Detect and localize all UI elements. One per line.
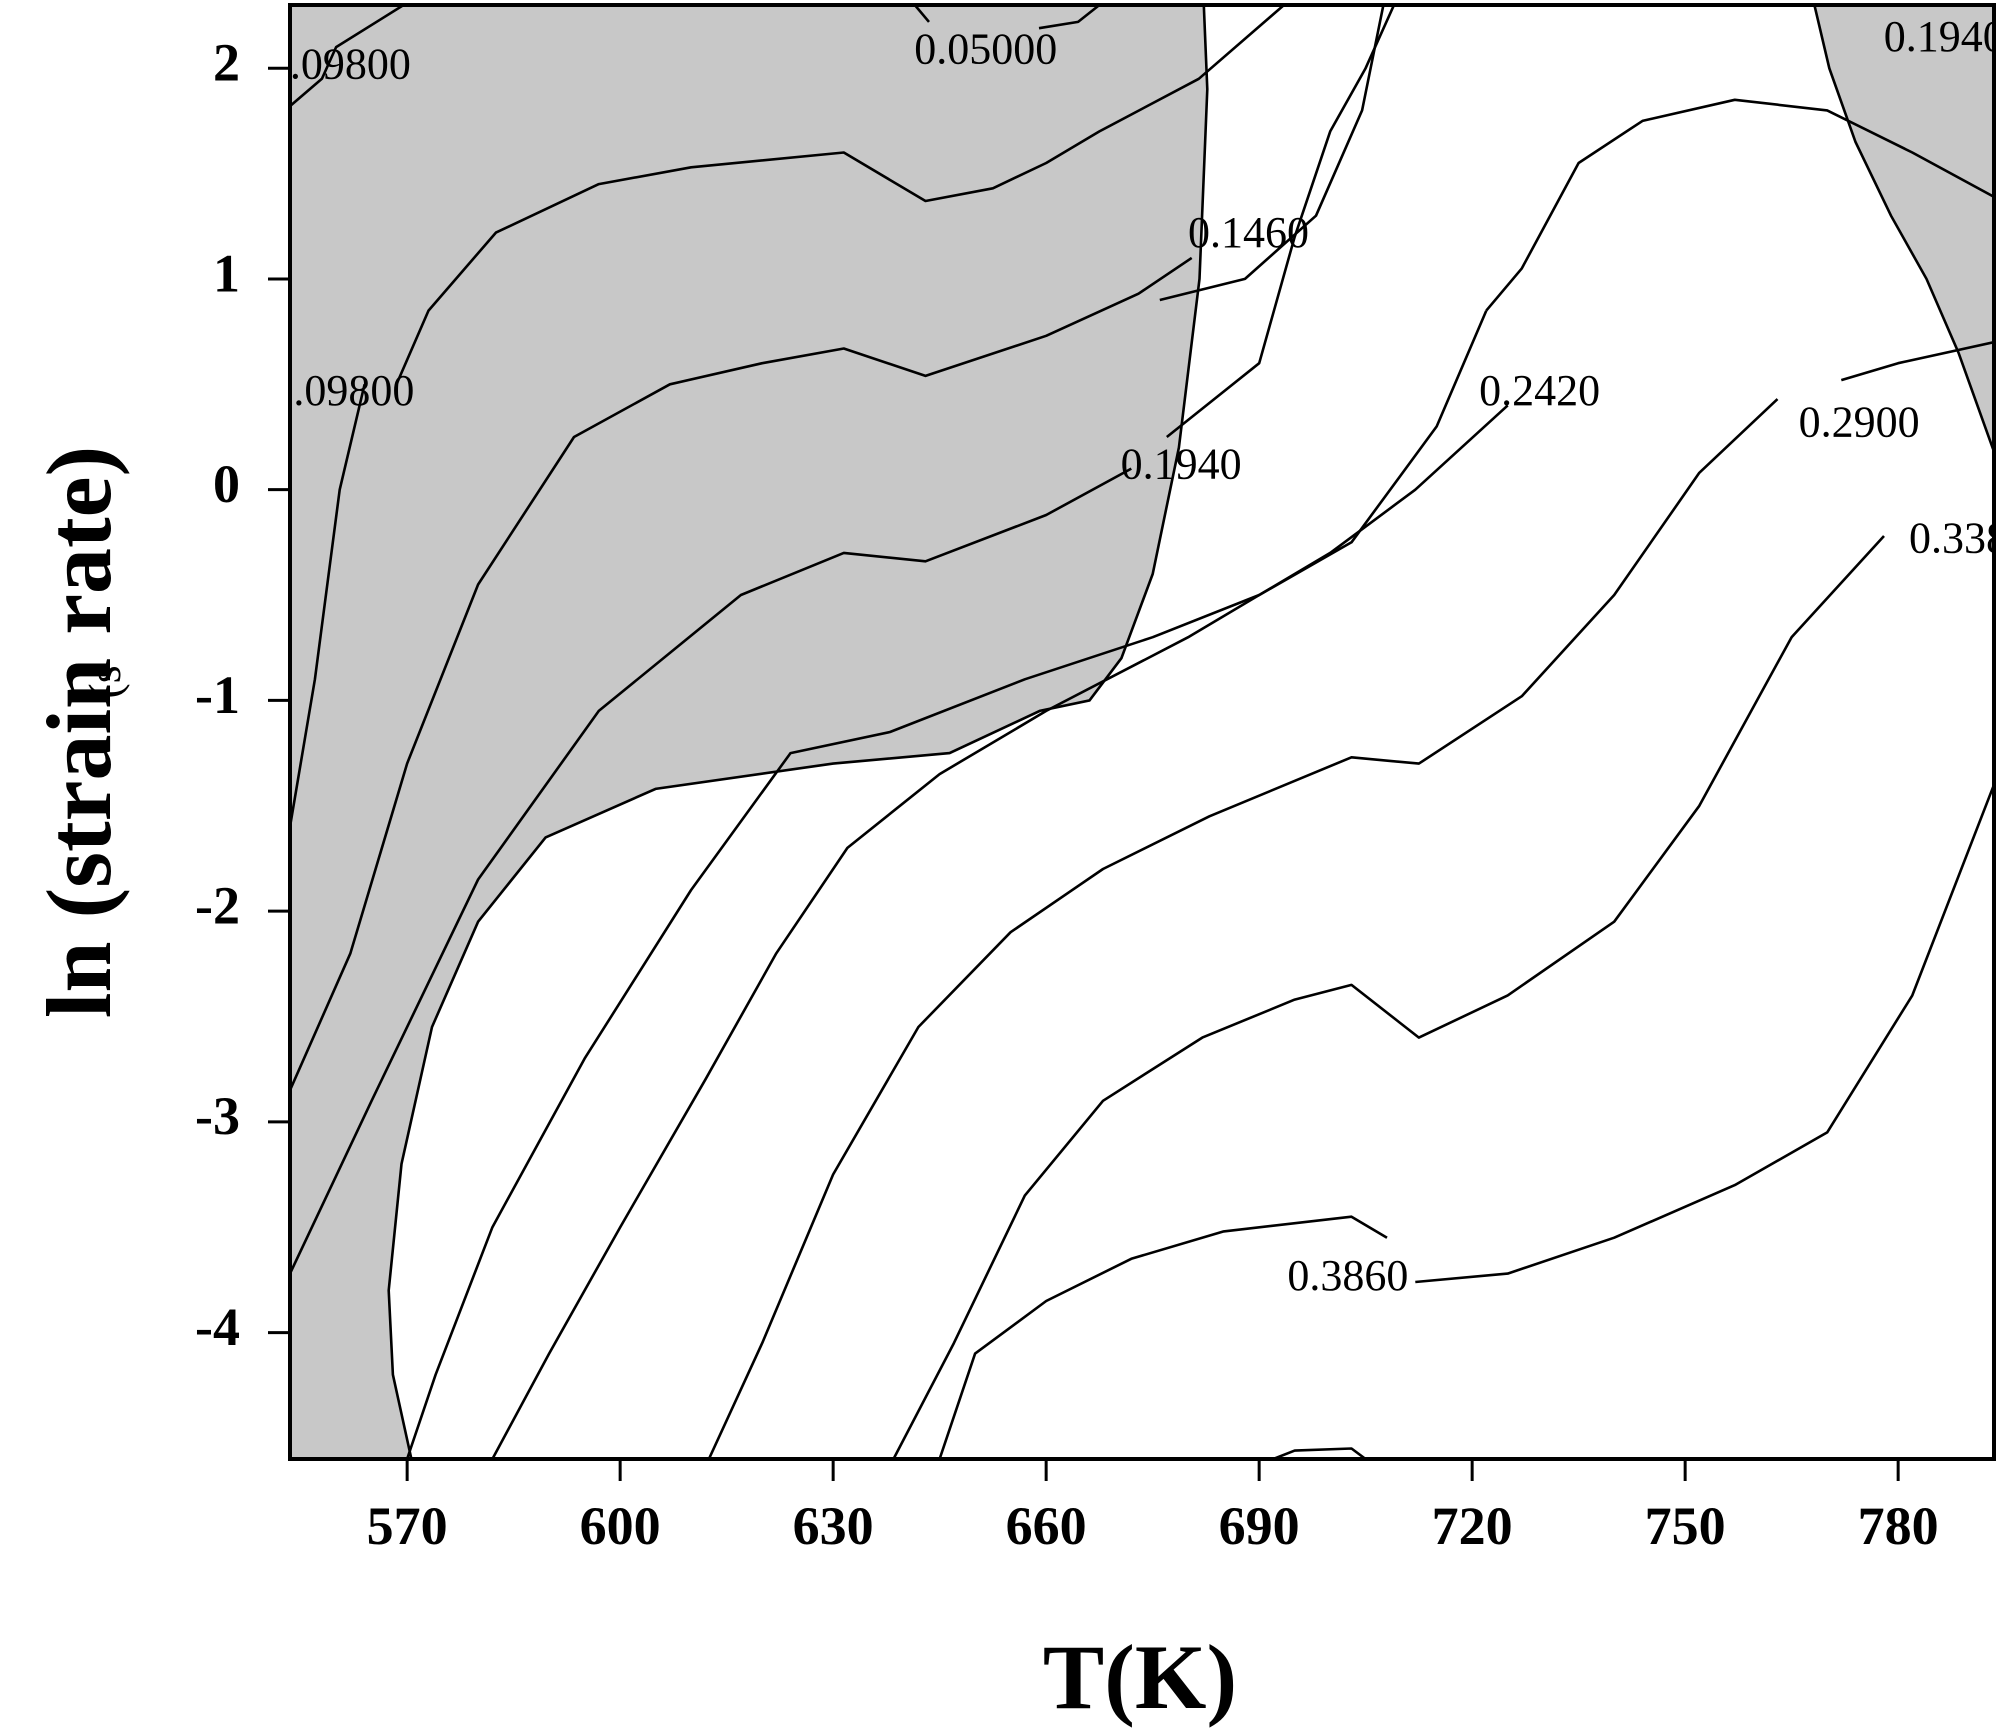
instability-regions bbox=[290, 5, 1994, 1459]
x-axis-title: T(K) bbox=[1043, 1626, 1237, 1728]
contour-line-11 bbox=[491, 404, 1509, 1459]
x-tick-label-2: 630 bbox=[793, 1496, 874, 1556]
x-tick-label-6: 750 bbox=[1645, 1496, 1726, 1556]
y-axis: 2 1 0 -1 -2 -3 -4 bbox=[195, 33, 290, 1357]
plot-frame bbox=[288, 3, 1996, 1461]
contour-label-7: 0.1940 bbox=[1121, 440, 1242, 489]
contour-line-3 bbox=[290, 384, 366, 828]
contour-line-8 bbox=[290, 467, 1132, 1275]
contour-line-7 bbox=[1159, 5, 1385, 302]
contour-label-0: .09800 bbox=[290, 39, 411, 88]
y-axis-title-suffix: (s bbox=[79, 665, 130, 698]
x-axis: 570 600 630 660 690 720 750 780 bbox=[367, 1459, 1939, 1556]
contour-line-6 bbox=[1165, 5, 1396, 439]
y-tick-label-1: 1 bbox=[213, 243, 240, 303]
right-region bbox=[1813, 5, 1994, 453]
contour-label-1: 0.05000 bbox=[914, 25, 1057, 74]
contour-label-4: .09800 bbox=[293, 366, 414, 415]
y-tick-label-0: 2 bbox=[213, 33, 240, 93]
contour-line-10 bbox=[1485, 98, 1994, 312]
contour-label-5: 0.2420 bbox=[1479, 366, 1600, 415]
x-tick-label-3: 660 bbox=[1006, 1496, 1087, 1556]
contour-label-2: 0.1940 bbox=[1884, 12, 1999, 61]
y-tick-label-6: -4 bbox=[195, 1297, 240, 1357]
contour-line-4 bbox=[395, 5, 1285, 385]
contour-line-16 bbox=[1415, 784, 1994, 1284]
y-tick-label-5: -3 bbox=[195, 1086, 240, 1146]
y-axis-title-group: ln (strain rate) bbox=[28, 446, 130, 1018]
contour-line-12 bbox=[707, 398, 1779, 1459]
y-axis-title-suffix-group: (s bbox=[79, 665, 130, 698]
contour-label-6: 0.2900 bbox=[1799, 397, 1920, 446]
contour-line-5 bbox=[290, 256, 1193, 1091]
contour-line-9 bbox=[405, 310, 1488, 1459]
contour-label-3: 0.1460 bbox=[1188, 208, 1309, 257]
y-tick-label-4: -2 bbox=[195, 876, 240, 936]
contour-line-0 bbox=[290, 5, 405, 108]
x-tick-label-0: 570 bbox=[367, 1496, 448, 1556]
contour-line-2 bbox=[1038, 5, 1101, 30]
y-tick-label-3: -1 bbox=[195, 665, 240, 725]
contour-line-1 bbox=[913, 5, 930, 23]
x-tick-label-5: 720 bbox=[1432, 1496, 1513, 1556]
x-tick-label-4: 690 bbox=[1219, 1496, 1300, 1556]
contour-label-8: 0.338 bbox=[1909, 513, 1999, 562]
contour-line-15 bbox=[938, 1215, 1388, 1459]
contour-labels: .09800 0.05000 0.1940 0.1460 .09800 0.2420 0.2… bbox=[290, 12, 1999, 1300]
y-axis-title: ln (strain rate) bbox=[28, 446, 130, 1018]
x-tick-label-1: 600 bbox=[580, 1496, 661, 1556]
contour-line-14 bbox=[892, 535, 1885, 1459]
x-tick-label-7: 780 bbox=[1858, 1496, 1939, 1556]
contour-line-13 bbox=[1840, 340, 1994, 382]
y-tick-label-2: 0 bbox=[213, 454, 240, 514]
contour-label-9: 0.3860 bbox=[1287, 1251, 1408, 1300]
plot-area: .09800 0.05000 0.1940 0.1460 .09800 0.2420 0.2… bbox=[290, 5, 1999, 1459]
left-region bbox=[290, 5, 1209, 1459]
contour-line-17 bbox=[1272, 1447, 1367, 1459]
contour-lines bbox=[290, 5, 1994, 1459]
